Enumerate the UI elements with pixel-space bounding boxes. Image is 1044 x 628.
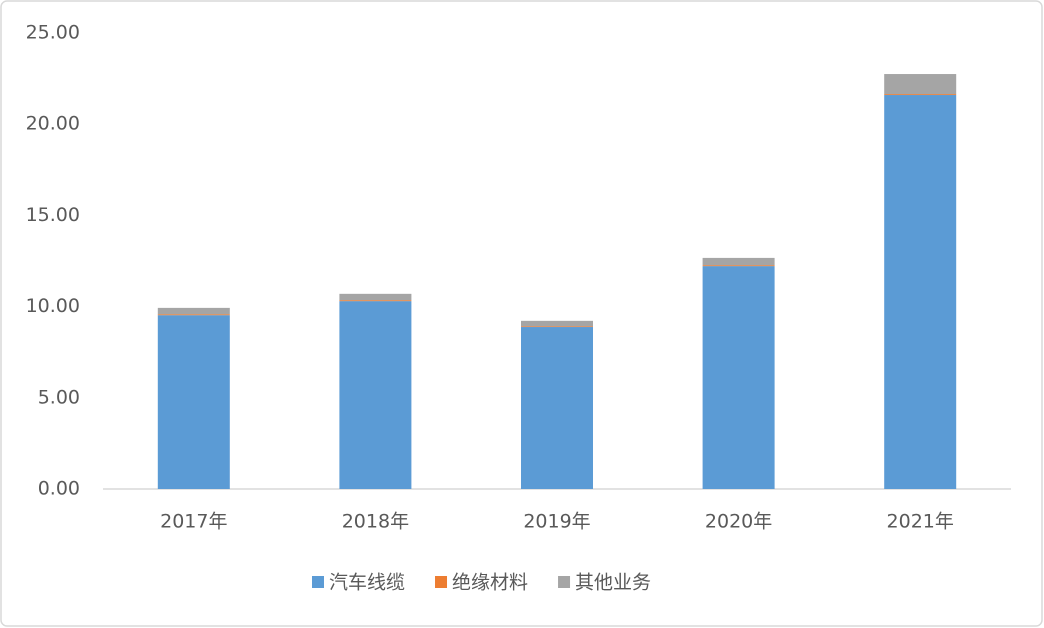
legend-label: 绝缘材料 bbox=[452, 572, 528, 594]
bar-segment bbox=[884, 95, 957, 490]
bar-segment bbox=[702, 265, 775, 267]
x-tick-label: 2021年 bbox=[887, 511, 954, 533]
bar-segment bbox=[157, 315, 230, 489]
y-tick-label: 15.00 bbox=[26, 204, 80, 226]
bar-segment bbox=[702, 257, 775, 266]
bar-segment bbox=[521, 320, 593, 327]
legend-swatch bbox=[435, 576, 448, 588]
x-tick-label: 2018年 bbox=[342, 511, 409, 533]
y-tick-label: 5.00 bbox=[38, 386, 80, 408]
y-tick-label: 0.00 bbox=[38, 478, 80, 500]
legend-swatch bbox=[558, 576, 571, 588]
bar-segment bbox=[339, 300, 412, 302]
bar-segment bbox=[884, 94, 957, 96]
x-tick-label: 2020年 bbox=[705, 511, 772, 533]
legend-label: 其他业务 bbox=[575, 572, 651, 594]
bar-segment bbox=[339, 293, 412, 301]
y-tick-label: 20.00 bbox=[26, 113, 80, 135]
x-tick-label: 2017年 bbox=[160, 511, 227, 533]
bar-segment bbox=[702, 266, 775, 489]
bar-segment bbox=[884, 74, 957, 95]
y-tick-label: 10.00 bbox=[26, 295, 80, 317]
legend-label: 汽车线缆 bbox=[329, 572, 405, 594]
bar-segment bbox=[339, 301, 412, 489]
bar-segment bbox=[521, 326, 593, 328]
y-tick-label: 25.00 bbox=[26, 22, 80, 44]
bar-segment bbox=[157, 314, 230, 316]
legend-swatch bbox=[312, 576, 324, 588]
x-tick-label: 2019年 bbox=[523, 511, 590, 533]
bar-segment bbox=[157, 307, 230, 315]
bar-segment bbox=[521, 327, 593, 489]
